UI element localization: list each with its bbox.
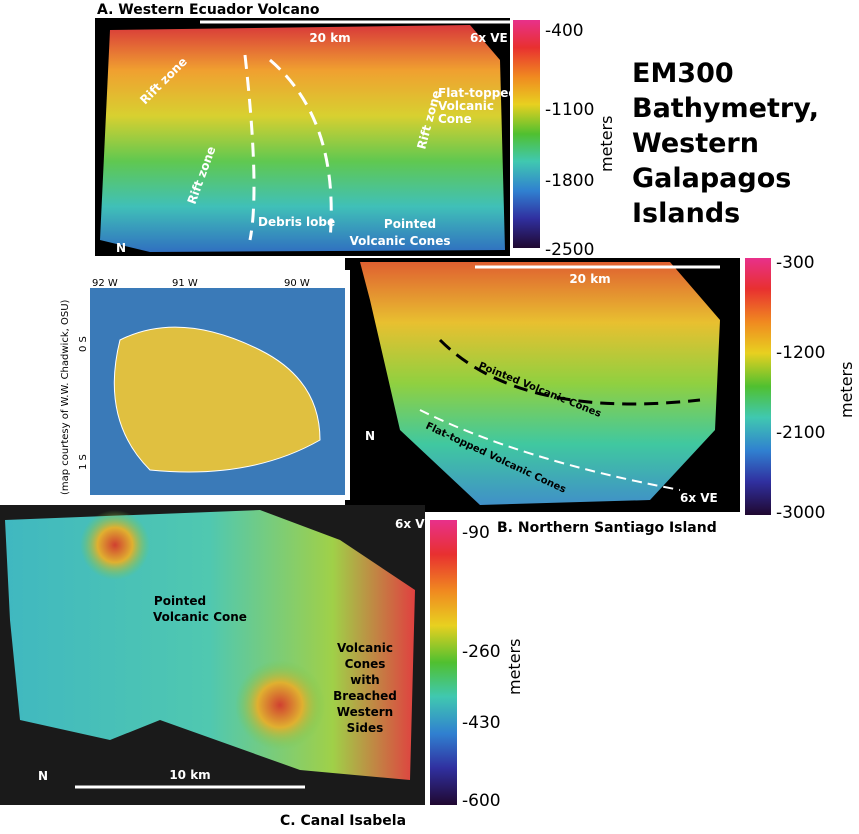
cone: [235, 660, 325, 750]
tick-label: -1200: [776, 343, 825, 363]
scale-label: 20 km: [569, 272, 610, 286]
tick-label: -1800: [545, 171, 594, 191]
tick-label: -2100: [776, 423, 825, 443]
unit: meters: [505, 639, 524, 695]
lon-label: 91 W: [172, 278, 198, 289]
annotation: Pointed Volcanic Cone: [153, 594, 247, 624]
outline: [243, 54, 333, 241]
credit: (map courtesy of W.W. Chadwick, OSU): [60, 299, 71, 495]
tick-label: -600: [462, 791, 501, 811]
lon-label: 90 W: [284, 278, 310, 289]
tick-label: -400: [545, 21, 584, 41]
north: N: [38, 769, 48, 783]
outline: [438, 338, 701, 406]
unit: meters: [597, 116, 616, 172]
ve-label: 6x VE: [680, 491, 718, 505]
panel-title: B. Northern Santiago Island: [497, 520, 717, 536]
tick-label: -300: [776, 253, 815, 273]
north: N: [365, 429, 375, 443]
panel-title: C. Canal Isabela: [280, 813, 406, 829]
map-a: [100, 25, 505, 252]
title: EM300 Bathymetry, Western Galapagos Islands: [632, 58, 819, 229]
colorbar: [513, 20, 540, 248]
tick-label: -430: [462, 713, 501, 733]
lon-label: 92 W: [92, 278, 118, 289]
tick-label: -260: [462, 642, 501, 662]
north: N: [116, 241, 126, 255]
scale-label: 10 km: [169, 768, 210, 782]
ve-label: 6x VE: [470, 31, 508, 45]
panel-title: A. Western Ecuador Volcano: [97, 2, 320, 18]
unit: meters: [837, 362, 856, 418]
annotation: Pointed Volcanic Cones: [349, 217, 450, 248]
lat-label: 0 S: [78, 336, 89, 352]
tick-label: -2500: [545, 240, 594, 260]
colorbar: [745, 258, 771, 515]
lat-label: 1 S: [78, 454, 89, 470]
map-b: [360, 262, 720, 505]
annotation: Flat-topped Volcanic Cone: [438, 86, 517, 126]
outline: [419, 409, 681, 491]
cone: [80, 510, 150, 580]
ve-label: 6x VE: [395, 517, 433, 531]
tick-label: -90: [462, 523, 490, 543]
colorbar: [430, 520, 457, 805]
annotation: Debris lobe: [258, 215, 335, 229]
scale-label: 20 km: [309, 31, 350, 45]
tick-label: -3000: [776, 503, 825, 523]
annotation: Volcanic Cones with Breached Western Sides: [333, 641, 397, 735]
island: [113, 326, 321, 473]
tick-label: -1100: [545, 100, 594, 120]
